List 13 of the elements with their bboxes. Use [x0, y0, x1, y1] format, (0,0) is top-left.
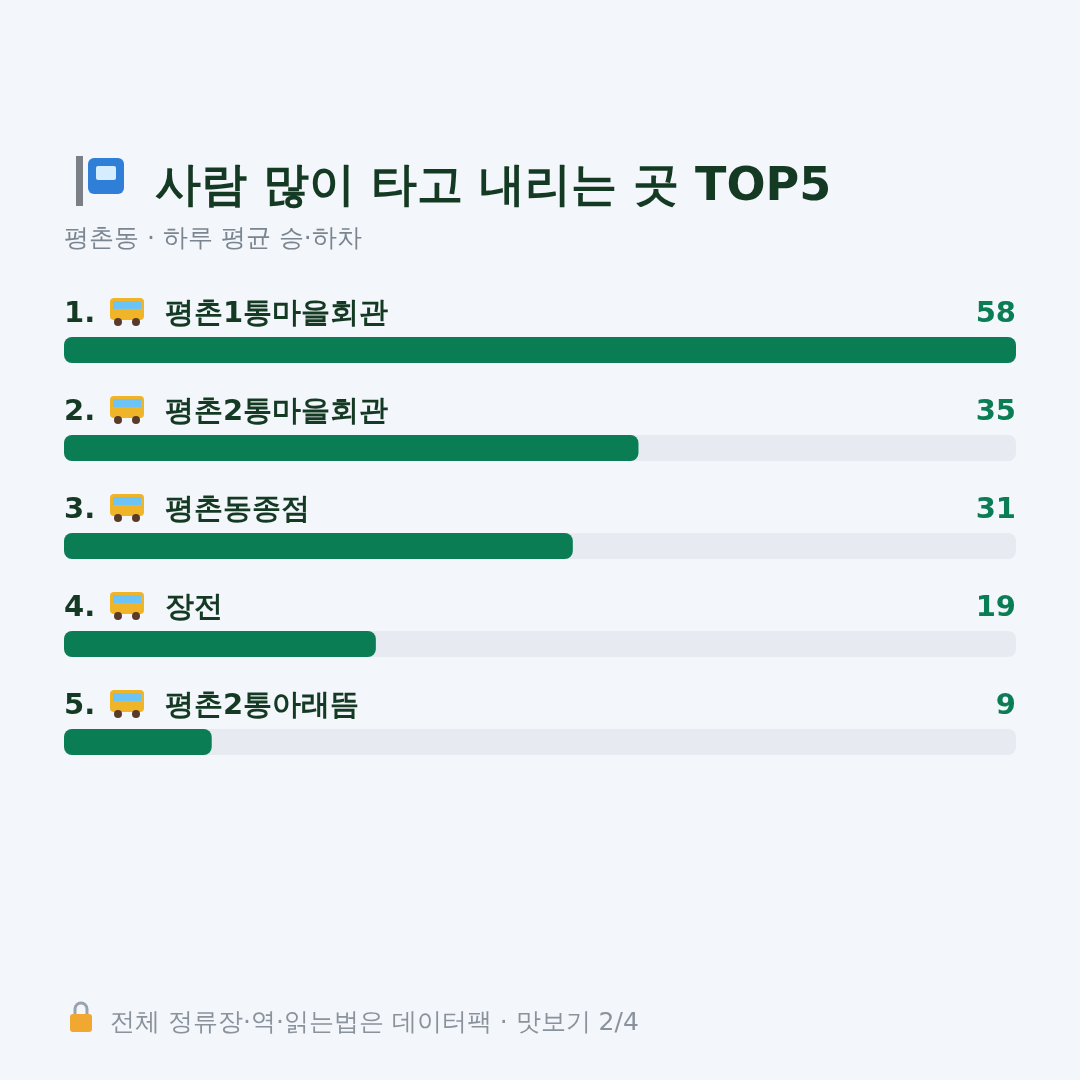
chart-subtitle: 평촌동 · 하루 평균 승·하차: [64, 223, 362, 252]
category-label: 4. 장전: [64, 589, 223, 623]
data-label: 35: [975, 393, 1016, 427]
category-label: 1. 평촌1통마을회관: [64, 295, 389, 329]
chart-title: 사람 많이 타고 내리는 곳 TOP5: [155, 157, 832, 211]
data-label: 58: [975, 295, 1016, 329]
category-label: 3. 평촌동종점: [64, 491, 310, 525]
data-label: 9: [995, 687, 1016, 721]
text: 전체 정류장·역·읽는법은 데이터팩 · 맛보기 2/4: [110, 1007, 639, 1036]
category-label: 5. 평촌2통아래뜸: [64, 687, 360, 721]
category-label: 2. 평촌2통마을회관: [64, 393, 389, 427]
data-label: 31: [975, 491, 1016, 525]
data-label: 19: [975, 589, 1016, 623]
